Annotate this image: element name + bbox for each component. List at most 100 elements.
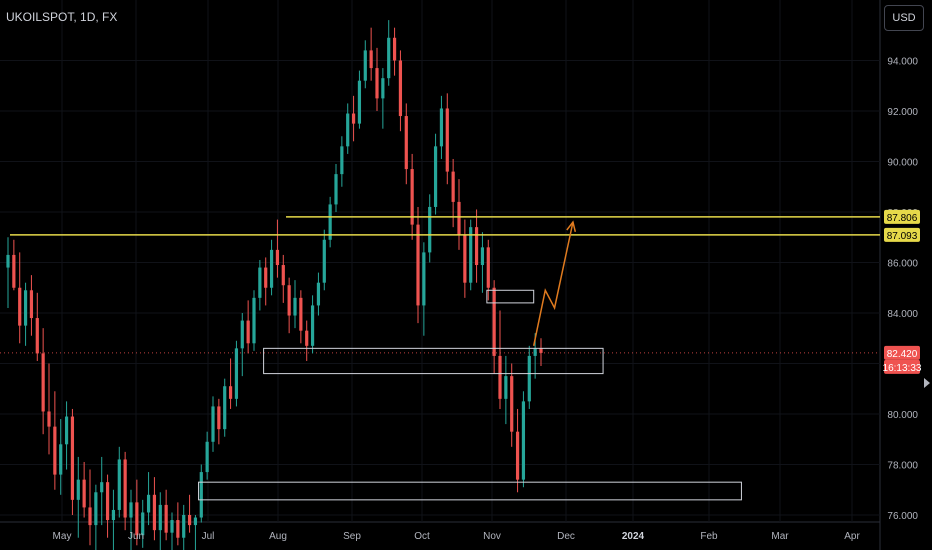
zone-rectangle <box>198 481 742 501</box>
candle-body <box>340 146 344 175</box>
x-tick-label: Aug <box>269 531 287 542</box>
candle-body <box>123 459 127 518</box>
candle <box>12 239 16 291</box>
candle <box>141 499 145 548</box>
candle-body <box>410 169 414 225</box>
candle <box>193 515 198 550</box>
candle <box>111 489 116 550</box>
candle <box>105 474 110 538</box>
candle <box>182 504 186 550</box>
candle <box>88 469 92 546</box>
candle-body <box>492 287 496 356</box>
projection-path <box>532 221 574 346</box>
candle-body <box>223 386 227 430</box>
candle-body <box>433 146 438 207</box>
candle-body <box>357 80 362 124</box>
candle-body <box>428 206 432 253</box>
candle <box>117 446 121 518</box>
candle <box>363 40 367 89</box>
x-tick-label: Apr <box>844 531 860 542</box>
x-tick-label: Jul <box>202 531 215 542</box>
candle-body <box>88 507 92 526</box>
candle-body <box>346 113 350 147</box>
candle <box>152 477 157 541</box>
candle-body <box>246 320 250 344</box>
candle-body <box>228 386 233 399</box>
candle-body <box>369 50 373 69</box>
y-tick-label: 90.000 <box>887 158 918 169</box>
candle-body <box>305 330 309 346</box>
candle-body <box>64 416 69 445</box>
candle-body <box>182 515 186 538</box>
candle-body <box>193 517 198 526</box>
candle <box>515 408 520 493</box>
candle <box>123 451 127 531</box>
candle-body <box>281 265 285 286</box>
candle-body <box>152 494 157 531</box>
candle <box>527 345 531 409</box>
y-tick-label: 84.000 <box>887 309 918 320</box>
scroll-right-icon[interactable] <box>924 378 930 388</box>
candle-body <box>164 504 168 533</box>
symbol-title[interactable]: UKOILSPOT, 1D, FX <box>6 10 118 24</box>
price-tag-upper: 87.806 <box>887 213 918 224</box>
candle <box>392 27 397 76</box>
candle-body <box>269 249 274 288</box>
candle <box>176 502 180 546</box>
candle <box>322 229 326 291</box>
candle-body <box>129 502 133 518</box>
candle <box>451 158 455 228</box>
candle-body <box>217 406 221 430</box>
candle <box>228 358 233 409</box>
x-tick-label: Oct <box>414 531 430 542</box>
candle-body <box>363 50 367 81</box>
candle-body <box>111 509 116 521</box>
candle-body <box>176 520 180 538</box>
candle <box>264 257 268 306</box>
candle-body <box>469 227 473 283</box>
candle <box>381 68 385 129</box>
candle <box>316 272 321 316</box>
candle <box>474 209 479 283</box>
candle-body <box>486 247 490 288</box>
price-tag-last-bg <box>884 345 920 360</box>
candle <box>346 103 350 154</box>
candle <box>299 290 303 344</box>
candle-body <box>381 78 385 99</box>
candle <box>223 378 227 437</box>
candle <box>23 282 28 346</box>
x-tick-label: Feb <box>700 531 718 542</box>
candle <box>187 494 192 533</box>
candle-body <box>398 60 403 117</box>
candle-body <box>53 426 57 475</box>
candle <box>18 252 22 344</box>
candle <box>480 232 485 293</box>
candle <box>53 391 57 490</box>
candle-body <box>474 227 479 266</box>
candle-body <box>375 68 379 99</box>
candle <box>275 219 280 278</box>
y-tick-label: 92.000 <box>887 107 918 118</box>
candle-body <box>498 355 502 399</box>
candle-body <box>29 290 34 319</box>
candle <box>498 310 502 409</box>
y-tick-label: 94.000 <box>887 57 918 68</box>
currency-button[interactable]: USD <box>884 5 924 31</box>
projection-arrowhead-icon <box>566 220 577 232</box>
candle <box>510 363 514 447</box>
candle <box>170 512 174 550</box>
candle <box>328 196 332 248</box>
y-tick-label: 78.000 <box>887 461 918 472</box>
candle <box>258 259 262 311</box>
candle <box>357 70 362 129</box>
zone-rectangle <box>263 347 604 375</box>
candle <box>164 489 168 541</box>
candle <box>416 206 420 324</box>
candle <box>252 290 256 351</box>
candle-body <box>211 406 215 442</box>
candle-body <box>504 376 508 399</box>
candle-body <box>322 239 326 283</box>
candle <box>76 456 80 538</box>
candle <box>410 153 414 240</box>
